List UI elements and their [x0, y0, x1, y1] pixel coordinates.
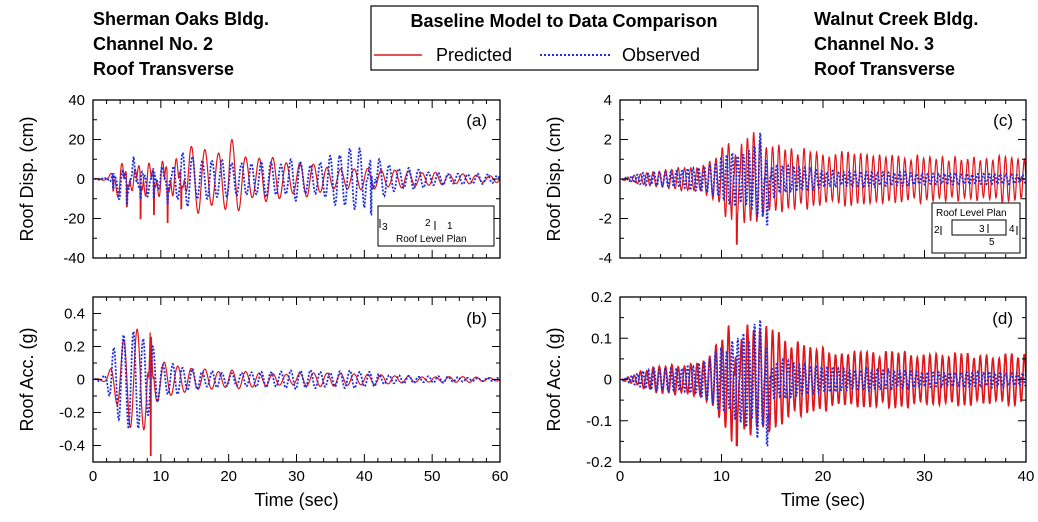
left-title-line-2: Channel No. 2 [93, 34, 213, 54]
y-tick-label: 0.2 [591, 289, 612, 306]
y-axis-label: Roof Acc. (g) [544, 327, 564, 431]
y-axis-label: Roof Disp. (cm) [17, 116, 37, 241]
inset-c-plan-outline [951, 219, 1007, 236]
y-axis-label: Roof Disp. (cm) [544, 116, 564, 241]
panel-d: -0.2 -0.1 0 0.1 0.2 0 10 20 30 40 Roof Acc. (g) Tim… [544, 289, 1034, 510]
inset-c-label: Roof Level Plan [936, 208, 1007, 219]
x-tick-label: 0 [616, 468, 624, 485]
panel-label: (b) [466, 309, 487, 328]
panel-b-observed-trace [94, 329, 500, 431]
y-tick-label: 0.2 [64, 339, 85, 356]
y-tick-label: 40 [68, 92, 85, 109]
y-tick-label: 0 [604, 372, 612, 389]
y-tick-label: 2 [604, 132, 612, 149]
panel-c-observed-trace [621, 132, 1026, 226]
inset-a-label: Roof Level Plan [396, 234, 467, 245]
inset-a-frame [377, 205, 495, 247]
x-tick-label: 40 [1018, 468, 1035, 485]
panel-a-predicted-trace [94, 138, 500, 224]
right-title-line-3: Roof Transverse [814, 59, 955, 79]
inset-c-mark-3: 4 [1009, 224, 1015, 235]
inset-a: 3 2 1 Roof Level Plan [377, 205, 495, 247]
inset-a-mark-1: 3 [382, 222, 388, 233]
left-title-line-3: Roof Transverse [93, 59, 234, 79]
inset-c-mark-4: 5 [989, 237, 995, 248]
inset-c-mark-1: 2 [934, 225, 940, 236]
legend-observed-label: Observed [622, 45, 700, 65]
left-title-line-1: Sherman Oaks Bldg. [93, 9, 269, 29]
left-title: Sherman Oaks Bldg. Channel No. 2 Roof Tr… [93, 9, 269, 79]
y-tick-label: -4 [599, 250, 612, 267]
legend-frame [370, 5, 759, 71]
x-tick-label: 10 [152, 468, 169, 485]
inset-a-mark-3: 1 [447, 221, 453, 232]
legend-title: Baseline Model to Data Comparison [410, 11, 717, 31]
legend: Baseline Model to Data Comparison Predic… [370, 5, 759, 71]
y-tick-label: -0.1 [586, 413, 612, 430]
panel-b-predicted-trace [94, 328, 500, 456]
panel-a: -40 -20 0 20 40 Roof Disp. (cm) (a) [17, 92, 501, 267]
y-tick-label: -0.4 [59, 438, 85, 455]
y-tick-label: -2 [599, 211, 612, 228]
x-tick-label: 30 [288, 468, 305, 485]
y-tick-label: 0 [604, 171, 612, 188]
y-tick-label: 0.1 [591, 330, 612, 347]
inset-c-mark-2: 3 [979, 224, 985, 235]
x-tick-label: 50 [424, 468, 441, 485]
x-axis-label: Time (sec) [781, 490, 865, 510]
y-tick-label: 4 [604, 92, 612, 109]
panel-d-observed-trace [621, 319, 1026, 447]
y-tick-label: 0 [77, 171, 85, 188]
x-tick-label: 20 [220, 468, 237, 485]
y-tick-label: -0.2 [59, 405, 85, 422]
y-tick-label: 0.4 [64, 306, 85, 323]
right-title-line-1: Walnut Creek Bldg. [814, 9, 978, 29]
x-tick-label: 10 [713, 468, 730, 485]
x-axis-label: Time (sec) [254, 490, 338, 510]
x-tick-label: 30 [916, 468, 933, 485]
y-tick-label: -40 [63, 250, 85, 267]
inset-c: Roof Level Plan 2 3 4 5 [931, 202, 1021, 254]
inset-c-frame [931, 202, 1021, 254]
panel-label: (d) [992, 309, 1013, 328]
panel-label: (c) [993, 111, 1013, 130]
x-tick-label: 60 [492, 468, 509, 485]
x-tick-label: 20 [815, 468, 832, 485]
right-title: Walnut Creek Bldg. Channel No. 3 Roof Tr… [814, 9, 978, 79]
y-tick-label: 0 [77, 372, 85, 389]
right-title-line-2: Channel No. 3 [814, 34, 934, 54]
inset-a-mark-2: 2 [425, 218, 431, 229]
x-tick-label: 40 [356, 468, 373, 485]
y-tick-label: -20 [63, 211, 85, 228]
legend-predicted-label: Predicted [436, 45, 512, 65]
y-axis-label: Roof Acc. (g) [17, 327, 37, 431]
y-tick-label: 20 [68, 132, 85, 149]
y-tick-label: -0.2 [586, 454, 612, 471]
panel-c: -4 -2 0 2 4 Roof Disp. (cm) (c) [544, 92, 1027, 267]
panel-a-observed-trace [94, 146, 500, 216]
panel-b: -0.4 -0.2 0 0.2 0.4 0 10 20 30 40 50 60 Roof Acc. (g… [17, 296, 509, 510]
x-tick-label: 0 [89, 468, 97, 485]
panel-label: (a) [466, 111, 487, 130]
